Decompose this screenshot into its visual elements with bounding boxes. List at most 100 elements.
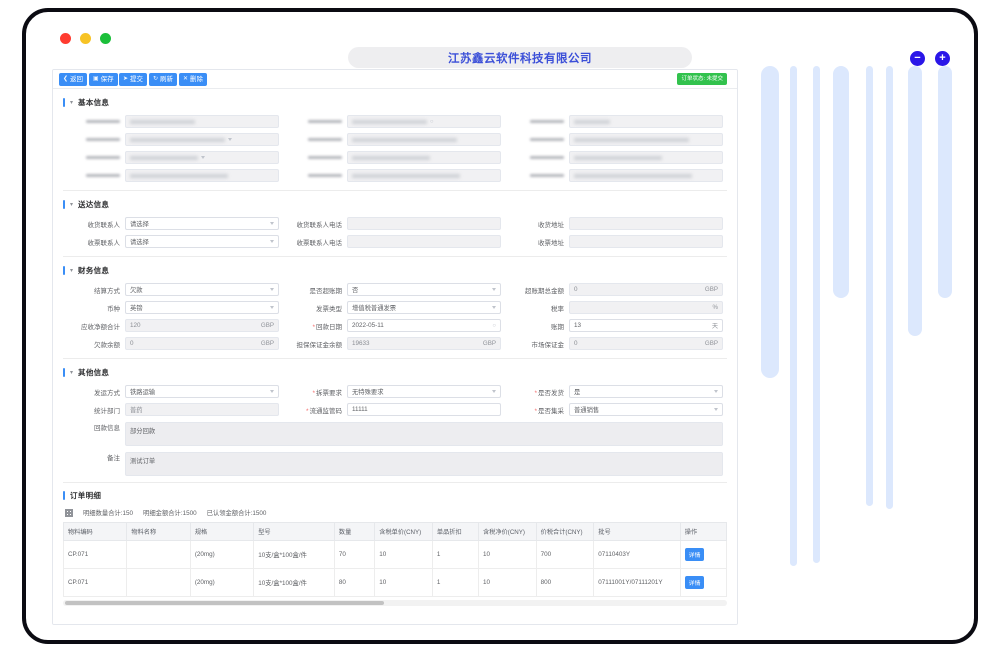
chevron-down-icon[interactable] bbox=[228, 138, 233, 141]
field-value: 普药 bbox=[130, 407, 143, 414]
table-cell: 800 bbox=[535, 568, 595, 597]
field-label: *是否发货 bbox=[534, 389, 564, 397]
chevron-down-icon[interactable]: ▾ bbox=[70, 202, 74, 208]
chevron-down-icon[interactable] bbox=[270, 390, 274, 393]
column-header-规格[interactable]: 规格 bbox=[189, 522, 255, 541]
field-control-redacted[interactable] bbox=[569, 115, 723, 128]
field-control-是否超账期[interactable]: 否 bbox=[347, 283, 501, 296]
field-control-收票联系人[interactable]: 请选择 bbox=[125, 235, 279, 248]
column-header-单品折扣[interactable]: 单品折扣 bbox=[431, 522, 480, 541]
horizontal-scrollbar[interactable] bbox=[63, 600, 727, 606]
toolbar-button-返回[interactable]: ❮ 返回 bbox=[59, 73, 88, 86]
field-label: 备注 bbox=[107, 455, 120, 462]
field-control-币种[interactable]: 英镑 bbox=[125, 301, 279, 314]
basic-info-field-11 bbox=[289, 169, 501, 182]
toolbar-button-刷新[interactable]: ↻ 刷新 bbox=[149, 73, 178, 86]
section-header-basic[interactable]: ▾ 基本信息 bbox=[53, 89, 737, 112]
field-control-redacted[interactable] bbox=[125, 115, 279, 128]
field-control-redacted[interactable] bbox=[347, 133, 501, 146]
chevron-down-icon[interactable] bbox=[492, 390, 496, 393]
field-control-redacted[interactable] bbox=[125, 151, 279, 164]
other-field-是否集采: *是否集采 普通销售 bbox=[511, 403, 723, 416]
chevron-down-icon[interactable] bbox=[270, 240, 274, 243]
calendar-icon[interactable]: ○ bbox=[429, 118, 434, 125]
scrollbar-thumb[interactable] bbox=[65, 601, 384, 605]
textarea-回款信息[interactable]: 部分回款 bbox=[125, 422, 723, 446]
field-control-流通监管码[interactable]: 11111 bbox=[347, 403, 501, 416]
column-header-数量[interactable]: 数量 bbox=[333, 522, 376, 541]
field-control-redacted[interactable] bbox=[347, 169, 501, 182]
column-header-物料名称[interactable]: 物料名称 bbox=[126, 522, 191, 541]
column-header-物料编码[interactable]: 物料编码 bbox=[62, 522, 128, 541]
field-control-账期[interactable]: 13 天 bbox=[569, 319, 723, 332]
field-control-结算方式[interactable]: 欠款 bbox=[125, 283, 279, 296]
field-control-是否发货[interactable]: 是 bbox=[569, 385, 723, 398]
required-marker: * bbox=[305, 407, 309, 415]
chevron-down-icon[interactable] bbox=[714, 390, 718, 393]
section-header-finance[interactable]: ▾ 财务信息 bbox=[53, 257, 737, 280]
chevron-down-icon[interactable] bbox=[270, 288, 274, 291]
required-marker: * bbox=[312, 389, 315, 397]
finance-field-币种: 币种 英镑 bbox=[67, 301, 279, 314]
field-value: 2022-05-11 bbox=[352, 322, 384, 329]
chevron-down-icon[interactable] bbox=[714, 408, 718, 411]
column-header-含税净价(CNY)[interactable]: 含税净价(CNY) bbox=[478, 522, 537, 541]
chevron-down-icon[interactable]: ▾ bbox=[70, 370, 74, 376]
field-label: 发票类型 bbox=[316, 305, 342, 313]
section-header-other[interactable]: ▾ 其他信息 bbox=[53, 359, 737, 382]
zoom-in-button[interactable]: + bbox=[935, 51, 950, 66]
field-control-redacted[interactable] bbox=[569, 151, 723, 164]
chevron-down-icon[interactable]: ▾ bbox=[70, 100, 74, 106]
toolbar-button-提交[interactable]: ➤ 提交 bbox=[119, 73, 148, 86]
field-control-redacted[interactable] bbox=[125, 133, 279, 146]
detail-button[interactable]: 详情 bbox=[684, 548, 705, 561]
field-control-是否集采[interactable]: 普通销售 bbox=[569, 403, 723, 416]
chevron-down-icon[interactable]: ▾ bbox=[70, 268, 74, 274]
toolbar-button-label: 刷新 bbox=[160, 76, 174, 83]
textarea-备注[interactable]: 测试订单 bbox=[125, 452, 723, 476]
chevron-down-icon[interactable] bbox=[270, 306, 274, 309]
column-header-批号[interactable]: 批号 bbox=[593, 522, 681, 541]
window-controls[interactable] bbox=[60, 33, 111, 44]
chevron-down-icon[interactable] bbox=[270, 222, 274, 225]
field-control-redacted[interactable]: ○ bbox=[347, 115, 501, 128]
toolbar-button-保存[interactable]: ▣ 保存 bbox=[89, 73, 118, 86]
column-header-价税合计(CNY)[interactable]: 价税合计(CNY) bbox=[535, 522, 595, 541]
chevron-down-icon[interactable] bbox=[200, 156, 205, 159]
field-control-收货联系人[interactable]: 请选择 bbox=[125, 217, 279, 230]
address-bar[interactable]: 江苏鑫云软件科技有限公司 bbox=[348, 47, 692, 68]
column-header-型号[interactable]: 型号 bbox=[253, 522, 335, 541]
finance-field-税率: 税率% bbox=[511, 301, 723, 314]
table-row[interactable]: CP.071 (20mg) 10支/盒*100盒/件 80 10 1 10 800 071110… bbox=[62, 568, 728, 597]
detail-button[interactable]: 详情 bbox=[684, 576, 705, 589]
field-control-redacted[interactable] bbox=[125, 169, 279, 182]
finance-field-担保保证金余额: 担保保证金余额 19633 GBP bbox=[289, 337, 501, 350]
divider bbox=[63, 190, 727, 191]
field-label-redacted bbox=[511, 119, 569, 124]
toolbar-button-删除[interactable]: ✕ 删除 bbox=[179, 73, 208, 86]
field-value: 普通销售 bbox=[574, 407, 600, 414]
column-header-含税单价(CNY)[interactable]: 含税单价(CNY) bbox=[374, 522, 433, 541]
calendar-icon[interactable]: ○ bbox=[492, 322, 496, 329]
field-control-拆票要求[interactable]: 无特殊要求 bbox=[347, 385, 501, 398]
toolbar-icon: ❮ bbox=[63, 76, 69, 82]
grid-view-icon[interactable] bbox=[65, 508, 73, 517]
close-window-dot[interactable] bbox=[60, 33, 71, 44]
table-cell: 1 bbox=[431, 568, 480, 597]
field-control-发运方式[interactable]: 铁路运输 bbox=[125, 385, 279, 398]
table-row[interactable]: CP.071 (20mg) 10支/盒*100盒/件 70 10 1 10 700 071104… bbox=[62, 540, 728, 569]
field-control-回款日期[interactable]: 2022-05-11 ○ bbox=[347, 319, 501, 332]
minimize-window-dot[interactable] bbox=[80, 33, 91, 44]
field-control-发票类型[interactable]: 增值税普通发票 bbox=[347, 301, 501, 314]
chevron-down-icon[interactable] bbox=[492, 288, 496, 291]
maximize-window-dot[interactable] bbox=[100, 33, 111, 44]
field-control-redacted[interactable] bbox=[347, 151, 501, 164]
zoom-out-button[interactable]: − bbox=[910, 51, 925, 66]
section-header-delivery[interactable]: ▾ 送达信息 bbox=[53, 191, 737, 214]
field-control-税率: % bbox=[569, 301, 723, 314]
field-control-redacted[interactable] bbox=[569, 133, 723, 146]
basic-info-field-12 bbox=[511, 169, 723, 182]
column-header-操作[interactable]: 操作 bbox=[679, 522, 728, 541]
field-control-redacted[interactable] bbox=[569, 169, 723, 182]
chevron-down-icon[interactable] bbox=[492, 306, 496, 309]
